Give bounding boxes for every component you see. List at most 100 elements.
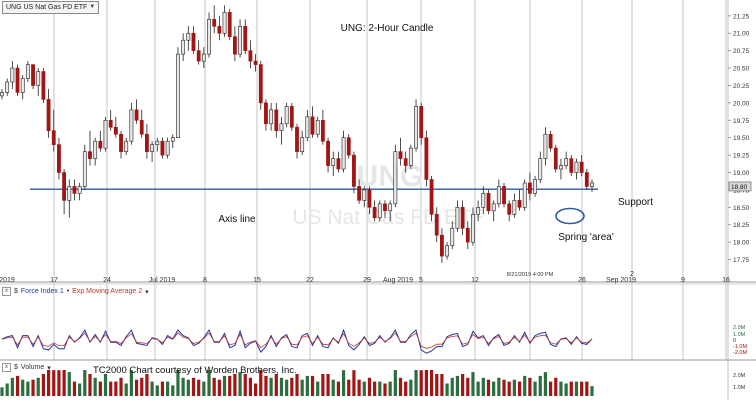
price-axis: 21.25 21.00 20.75 20.50 20.25 20.00 19.75 19.50… (728, 13, 752, 264)
volume-bar (114, 381, 118, 396)
candle-body (434, 213, 439, 236)
candle-body (191, 32, 196, 51)
volume-bar (202, 381, 206, 396)
price-tick-label: 20.75 (733, 48, 750, 55)
volume-bar (507, 381, 511, 396)
volume-bar (36, 377, 40, 396)
candle-body (315, 119, 320, 135)
candle-body (5, 81, 10, 93)
date-label: 17 (50, 277, 58, 284)
candle-body (362, 189, 367, 201)
volume-bar (383, 383, 387, 396)
volume-bar (46, 370, 51, 396)
volume-bar (295, 374, 299, 396)
volume-bar (300, 379, 304, 396)
date-label: Sep 2019 (606, 277, 636, 284)
candle-body (522, 182, 527, 208)
volume-bar (233, 374, 237, 396)
volume-bar (150, 381, 154, 396)
candle-body (377, 203, 382, 219)
volume-bar (10, 377, 14, 396)
candle-body (460, 207, 465, 229)
volume-bar (103, 374, 108, 396)
candle-body (186, 32, 191, 41)
volume-bar (279, 377, 284, 396)
candle-body (196, 50, 201, 62)
candle-body (93, 140, 98, 159)
volume-bar (357, 379, 361, 396)
date-label: 8 (203, 277, 207, 284)
candle-body (414, 106, 418, 149)
volume-bar (129, 370, 133, 396)
volume-bar (492, 381, 496, 396)
volume-bar (93, 377, 97, 396)
volume-bar (461, 374, 465, 396)
candle-body (264, 102, 268, 125)
candle-body (476, 207, 481, 215)
volume-bar (217, 379, 221, 396)
force-index-label[interactable]: Force Index 1 (20, 288, 64, 295)
candle-body (232, 36, 237, 55)
volume-bar (269, 377, 273, 396)
last-price-label: 18.80 (731, 184, 748, 191)
volume-bar (378, 381, 382, 396)
candle-body (372, 207, 377, 219)
volume-bar (414, 370, 418, 396)
volume-bar (466, 377, 470, 396)
candle-body (491, 203, 496, 212)
candle-body (155, 140, 160, 145)
date-label: Aug 2019 (383, 277, 413, 284)
candle-body (450, 227, 455, 246)
volume-bar (181, 377, 185, 396)
volume-bar (564, 383, 568, 396)
candle-body (289, 106, 294, 128)
volume-bar (72, 381, 77, 396)
volume-bar (331, 379, 335, 396)
ema-label[interactable]: Exp Moving Average 2 (72, 288, 143, 295)
candle-body (388, 203, 393, 212)
volume-bar (207, 370, 211, 396)
candle-body (88, 151, 92, 159)
candle-body (284, 106, 289, 125)
date-label: 26 (578, 277, 586, 284)
candle-body (419, 106, 424, 138)
candle-body (77, 186, 82, 194)
candle-body (129, 109, 134, 142)
candle-body (201, 53, 206, 62)
candle-body (253, 60, 258, 65)
candle-body (212, 19, 217, 27)
candle-body (559, 165, 563, 170)
chevron-down-icon[interactable]: ▾ (145, 288, 149, 296)
chevron-down-icon[interactable]: ▾ (47, 364, 51, 372)
candle-body (346, 137, 351, 156)
price-tick-label: 19.00 (733, 170, 750, 177)
candle-body (108, 119, 113, 128)
volume-bar (419, 370, 423, 396)
volume-label[interactable]: Volume (20, 364, 45, 371)
candle-body (170, 137, 175, 142)
candle-body (440, 234, 444, 257)
candle-body (295, 126, 299, 152)
close-icon[interactable]: x (2, 287, 11, 296)
candle-body (248, 50, 253, 62)
volume-bar (393, 370, 397, 396)
price-tick-label: 21.25 (733, 13, 750, 20)
volume-bar (388, 381, 392, 396)
volume-bar (41, 374, 46, 396)
volume-bar (347, 379, 351, 396)
volume-bar (362, 381, 366, 396)
ticker-selector[interactable]: UNG US Nat Gas FD ETF ▼ (2, 1, 100, 14)
candle-body (383, 203, 387, 212)
candle-body (320, 119, 325, 142)
close-icon[interactable]: x (2, 363, 11, 372)
volume-bar (285, 379, 289, 396)
candles-group (0, 5, 594, 264)
volume-bar (52, 370, 56, 396)
candle-body (145, 133, 149, 152)
chevron-down-icon: ▼ (89, 4, 96, 10)
volume-bar (228, 375, 232, 396)
volume-tick-label: 1.0M (733, 385, 746, 391)
volume-bar (83, 370, 87, 396)
candle-body (222, 12, 227, 34)
volume-bar (222, 375, 227, 396)
